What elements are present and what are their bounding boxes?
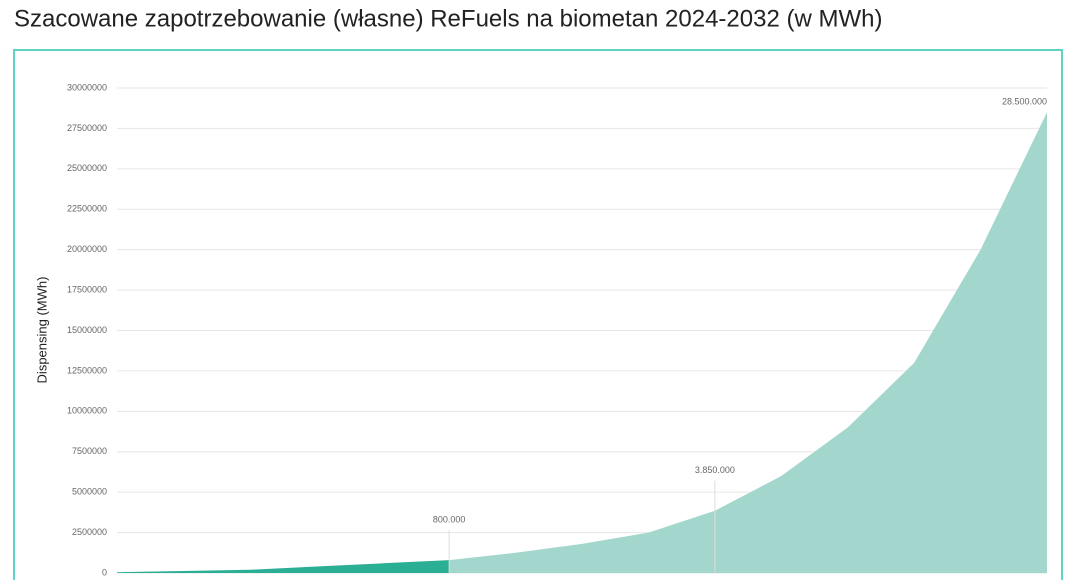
y-axis-label: Dispensing (MWh) — [34, 277, 49, 384]
data-label: 800.000 — [433, 514, 466, 524]
y-tick-label: 22500000 — [67, 204, 107, 214]
y-tick-label: 10000000 — [67, 406, 107, 416]
y-tick-label: 17500000 — [67, 284, 107, 294]
chart-title: Szacowane zapotrzebowanie (własne) ReFue… — [14, 5, 882, 32]
y-tick-label: 5000000 — [72, 487, 107, 497]
y-tick-label: 12500000 — [67, 365, 107, 375]
y-tick-label: 25000000 — [67, 163, 107, 173]
data-label: 3.850.000 — [695, 465, 735, 475]
frame — [13, 49, 1063, 580]
data-label: 28.500.000 — [1002, 97, 1047, 107]
y-tick-label: 0 — [102, 567, 107, 577]
y-tick-label: 30000000 — [67, 82, 107, 92]
area — [449, 112, 1048, 573]
area — [117, 560, 450, 573]
y-tick-label: 15000000 — [67, 325, 107, 335]
y-tick-label: 20000000 — [67, 244, 107, 254]
y-tick-label: 27500000 — [67, 123, 107, 133]
y-tick-label: 7500000 — [72, 446, 107, 456]
y-tick-label: 2500000 — [72, 527, 107, 537]
